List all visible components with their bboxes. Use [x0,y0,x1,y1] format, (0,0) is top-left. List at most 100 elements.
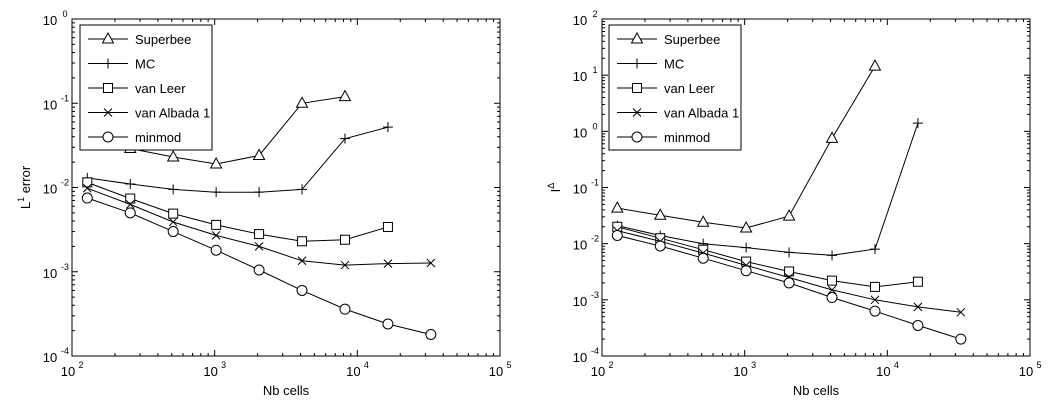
data-point [338,89,352,102]
data-point [82,177,93,188]
series-superbee [610,59,882,233]
data-point [783,277,795,289]
data-point [611,229,623,241]
data-point [827,285,837,295]
data-point [784,247,795,258]
y-tick-exponent: 0 [592,121,597,131]
legend-label: van Albada 1 [135,106,210,121]
x-tick-label: 10 [203,364,217,379]
x-axis-title: Nb cells [793,383,840,398]
y-tick-exponent: -3 [591,290,599,300]
y-tick-label: 10 [43,266,57,281]
data-point [870,295,880,305]
series-minmod [81,192,437,340]
y-tick-exponent: -2 [61,178,69,188]
legend-marker [103,58,113,69]
data-point [955,333,967,345]
y-axis-title-superscript: Δ [546,183,556,189]
legend-marker [103,108,113,117]
y-tick-label: 10 [43,13,57,28]
x-axis-title: Nb cells [263,383,310,398]
legend-marker [632,83,642,93]
legend-label: minmod [664,130,710,145]
y-tick-exponent: -3 [61,262,69,272]
data-point [696,215,710,227]
series-line [87,181,389,242]
y-tick-exponent: 2 [592,9,597,19]
legend-marker [631,131,643,143]
data-point [382,221,393,232]
data-point [869,281,880,292]
data-point [81,192,93,204]
legend-label: van Albada 1 [664,106,739,121]
data-point [167,226,179,238]
data-point [697,252,709,264]
data-point [912,319,924,331]
data-point [653,208,667,220]
data-point [825,131,839,143]
data-point [297,256,307,266]
data-point [125,179,136,190]
x-tick-exponent: 3 [751,360,756,370]
data-point [168,217,178,227]
legend-label: Superbee [664,32,720,47]
x-tick-label: 10 [489,364,503,379]
data-point [827,275,838,286]
y-tick-label: 10 [43,97,57,112]
data-point [869,305,881,317]
data-point [124,207,136,219]
x-tick-exponent: 5 [1036,360,1041,370]
series-line [87,126,389,193]
x-tick-label: 10 [733,364,747,379]
series-van-albada-1 [82,183,436,270]
legend-label: van Leer [135,81,186,96]
data-point [125,200,135,209]
y-tick-exponent: -4 [591,346,599,356]
data-point [166,149,180,162]
data-point [383,259,393,268]
data-point [211,231,221,240]
data-point [211,187,222,198]
series-van-leer [612,221,923,292]
y-axis-title-base: I [548,189,563,193]
series-line [617,226,918,288]
data-point [82,183,92,193]
legend: Superbee MC van Leer van Albada 1 minmod [79,24,213,151]
y-tick-label: 10 [573,294,587,309]
chart-l1-error: 10 2 10 3 10 4 10 510 -410 -310 -210 -110 0Nb cellsL… [16,9,512,398]
data-point [827,250,838,261]
data-point [912,276,923,287]
data-point [739,220,753,233]
legend-marker [630,31,644,44]
legend-marker [103,83,113,93]
data-point [382,318,394,330]
data-point [297,236,308,247]
y-tick-label: 10 [573,238,587,253]
legend-label: minmod [135,130,181,145]
data-point [425,328,437,340]
y-tick-exponent: -1 [591,178,599,188]
y-tick-label: 10 [573,69,587,84]
series-line [617,122,919,256]
data-point [209,156,223,169]
y-axis-title-superscript: 1 [16,197,26,202]
legend-marker [101,31,115,44]
data-point [826,292,838,304]
y-tick-exponent: 0 [62,9,67,19]
legend-label: van Leer [664,81,715,96]
legend-label: MC [135,57,155,72]
y-axis-title: L1 error [16,165,33,209]
data-point [612,221,623,232]
x-tick-label: 10 [61,364,75,379]
x-tick-exponent: 3 [221,360,226,370]
series-van-leer [82,177,393,247]
y-tick-exponent: -2 [591,234,599,244]
legend: Superbee MC van Leer van Albada 1 minmod [608,24,742,151]
legend-label: Superbee [135,32,191,47]
data-point [741,242,752,253]
y-tick-label: 10 [573,182,587,197]
data-point [168,184,179,195]
data-point [913,302,923,312]
y-tick-label: 10 [573,125,587,140]
